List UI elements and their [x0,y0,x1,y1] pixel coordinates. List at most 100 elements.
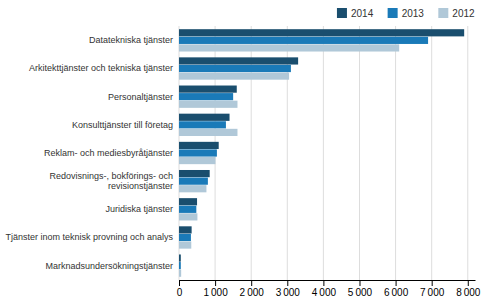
bar [179,185,206,192]
y-tick-label: Datatekniska tjänster [89,35,173,45]
y-tick: Marknadsundersökningstjänster [45,261,173,271]
bar [179,234,191,241]
grid-line [395,26,396,280]
y-tick-label-line: Datatekniska tjänster [89,35,173,45]
bar [179,226,192,233]
x-tick-mark [432,280,433,286]
grid-line [323,26,324,280]
bar [179,44,399,51]
bar [179,206,196,213]
legend-label: 2014 [351,8,374,19]
bar [179,198,197,205]
chart-container: Datatekniska tjänster Arkitekttjänster oc… [0,0,491,302]
bar [179,121,226,128]
x-tick: 6 000 [384,280,409,298]
bar [179,101,237,108]
bar [179,157,215,164]
chart-svg: Datatekniska tjänster Arkitekttjänster oc… [0,0,491,302]
grid-line [359,26,360,280]
bar [179,254,181,261]
bar [179,129,237,136]
y-tick: Personaltjänster [108,92,173,102]
bar [179,29,464,36]
x-tick-mark [287,280,288,286]
x-tick: 3 000 [276,280,301,298]
x-tick: 0 [177,280,183,298]
legend-swatch [438,8,448,18]
x-tick-label: 3 000 [276,287,301,298]
y-tick-label-line: Reklam- och mediesbyråtjänster [44,148,173,158]
grid-line [431,26,432,280]
x-tick-mark [323,280,324,286]
x-tick-label: 1 000 [203,287,228,298]
bar [179,114,230,121]
bar [179,213,197,220]
y-tick: Redovisnings-, bokförings- ochrevisionst… [49,171,173,191]
y-tick-label-line: Tjänster inom teknisk provning och analy… [5,232,173,242]
y-tick-label-line: Redovisnings-, bokförings- och [49,171,173,181]
y-tick-label: Personaltjänster [108,92,173,102]
x-tick-mark [468,280,469,286]
y-tick-label: Reklam- och mediesbyråtjänster [44,148,173,158]
x-tick: 4 000 [312,280,337,298]
x-tick-label: 6 000 [384,287,409,298]
bar-series [179,29,464,261]
x-tick-mark [251,280,252,286]
x-axis: 0 1 000 2 000 3 000 4 000 5 000 6 000 7 000 8 00… [177,280,481,298]
bar-series [179,44,399,276]
grid [179,26,468,280]
legend: 2014 2013 2012 [337,8,475,19]
y-tick-label-line: Konsulttjänster till företag [72,120,173,130]
x-tick-mark [179,280,180,286]
y-tick-label: Marknadsundersökningstjänster [45,261,173,271]
x-tick: 8 000 [456,280,481,298]
legend-item: 2013 [388,8,425,19]
x-tick-label: 4 000 [312,287,337,298]
bar [179,57,298,64]
bar [179,149,217,156]
x-tick: 2 000 [240,280,265,298]
bar [179,72,289,79]
y-tick: Juridiska tjänster [105,204,173,214]
y-tick-label-line: Marknadsundersökningstjänster [45,261,173,271]
y-tick-label: Redovisnings-, bokförings- ochrevisionst… [49,171,173,191]
x-tick-label: 0 [177,287,183,298]
y-tick-label-line: Arkitekttjänster och tekniska tjänster [29,63,173,73]
bar [179,241,191,248]
x-tick-label: 2 000 [240,287,265,298]
bar [179,37,428,44]
y-axis: Datatekniska tjänster Arkitekttjänster oc… [5,35,173,270]
x-tick-label: 5 000 [348,287,373,298]
legend-label: 2013 [402,8,425,19]
y-tick: Tjänster inom teknisk provning och analy… [5,232,173,242]
y-tick-label-line: Juridiska tjänster [105,204,173,214]
y-tick: Reklam- och mediesbyråtjänster [44,148,173,158]
y-tick-label: Tjänster inom teknisk provning och analy… [5,232,173,242]
bar [179,142,219,149]
bar [179,65,291,72]
y-tick-label: Konsulttjänster till företag [72,120,173,130]
legend-label: 2012 [452,8,475,19]
x-tick-mark [396,280,397,286]
y-tick-label-line: revisionstjänster [108,181,173,191]
x-tick: 5 000 [348,280,373,298]
x-tick: 7 000 [420,280,445,298]
bars [179,29,464,277]
x-tick-mark [359,280,360,286]
x-tick-label: 8 000 [456,287,481,298]
legend-swatch [388,8,398,18]
bar [179,262,181,269]
x-tick: 1 000 [203,280,228,298]
y-tick: Konsulttjänster till företag [72,120,173,130]
bar [179,93,233,100]
bar-series [179,37,428,269]
x-tick-mark [215,280,216,286]
legend-item: 2014 [337,8,374,19]
grid-line [467,26,468,280]
legend-item: 2012 [438,8,475,19]
bar [179,170,210,177]
bar [179,86,237,93]
y-tick-label-line: Personaltjänster [108,92,173,102]
x-tick-label: 7 000 [420,287,445,298]
bar [179,270,181,277]
